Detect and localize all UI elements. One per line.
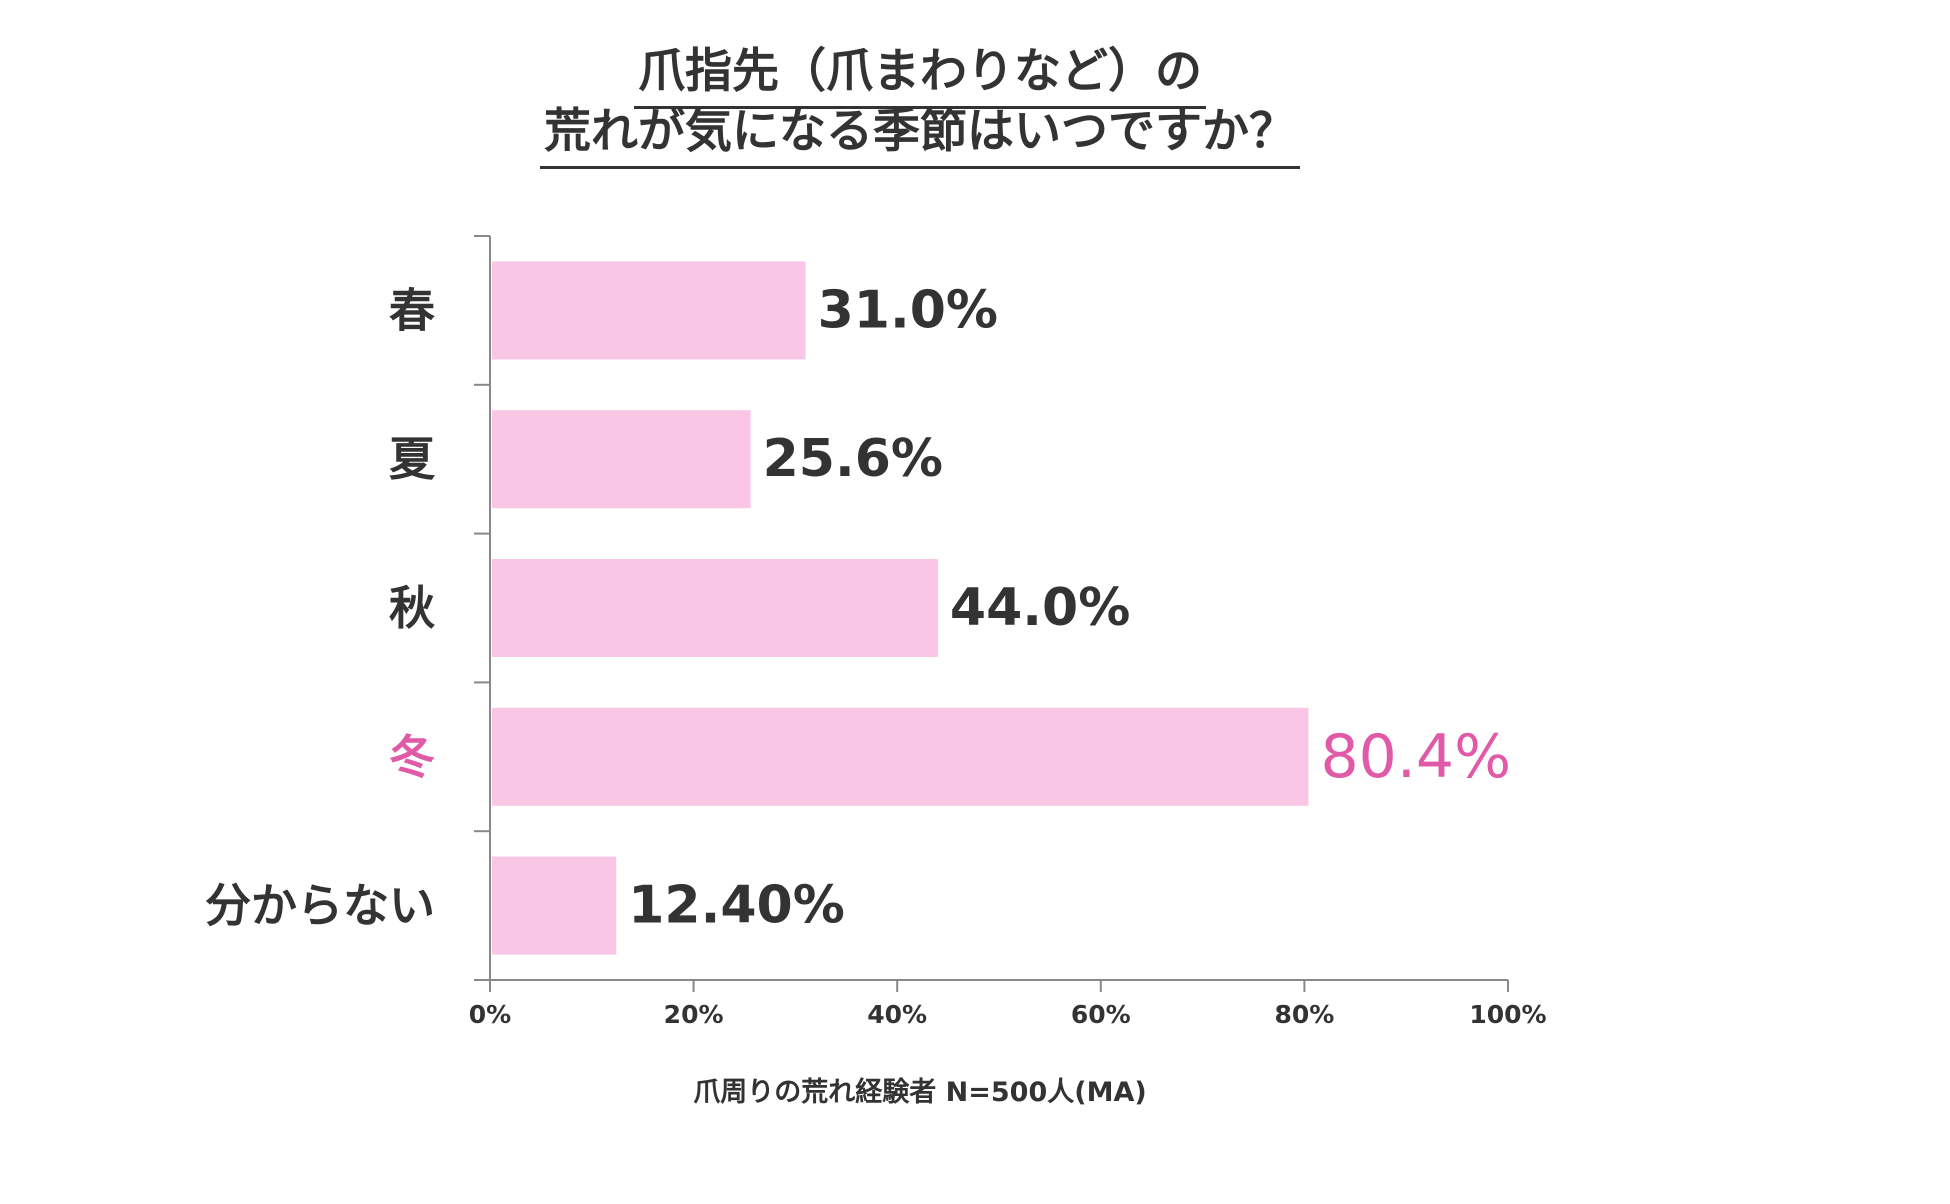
bar-chart: 0% 20% 40% 60% 80% 100% 春 31.0% 夏 25.6% 秋 44.0% 冬 80…: [205, 235, 1547, 1029]
value-label-4: 12.40%: [628, 876, 845, 936]
axes-group: 0% 20% 40% 60% 80% 100%: [469, 235, 1547, 1029]
bar-3: [492, 707, 1309, 806]
bar-2: [492, 559, 938, 657]
labels-group: 春 31.0% 夏 25.6% 秋 44.0% 冬 80.4% 分からない 12.40%: [205, 280, 1511, 935]
x-tick-label-0: 0%: [469, 1000, 511, 1029]
category-label-1: 夏: [389, 432, 436, 486]
x-tick-label-5: 100%: [1469, 1000, 1546, 1029]
x-tick-label-3: 60%: [1071, 1000, 1131, 1029]
category-label-3: 冬: [389, 730, 435, 784]
bar-0: [492, 261, 806, 360]
category-label-0: 春: [389, 283, 435, 337]
value-label-2: 44.0%: [950, 578, 1130, 638]
chart-title-line-2: 荒れが気になる季節はいつですか？: [0, 100, 1840, 169]
bar-1: [492, 410, 751, 509]
value-label-3: 80.4%: [1320, 722, 1511, 792]
bar-4: [492, 856, 617, 955]
chart-footnote: 爪周りの荒れ経験者 N=500人(MA): [693, 1077, 1147, 1108]
x-tick-label-4: 80%: [1274, 1000, 1334, 1029]
category-label-2: 秋: [389, 581, 435, 635]
chart-title-line-1-text: 爪指先（爪まわりなど）の: [634, 40, 1206, 109]
value-label-0: 31.0%: [818, 280, 998, 340]
x-tick-label-2: 40%: [867, 1000, 927, 1029]
bars-group: [492, 261, 1309, 955]
chart-title-line-1: 爪指先（爪まわりなど）の: [0, 40, 1840, 109]
x-tick-label-1: 20%: [664, 1000, 724, 1029]
category-label-4: 分からない: [205, 879, 435, 933]
value-label-1: 25.6%: [763, 429, 943, 489]
chart-title-line-2-text: 荒れが気になる季節はいつですか？: [540, 100, 1300, 169]
